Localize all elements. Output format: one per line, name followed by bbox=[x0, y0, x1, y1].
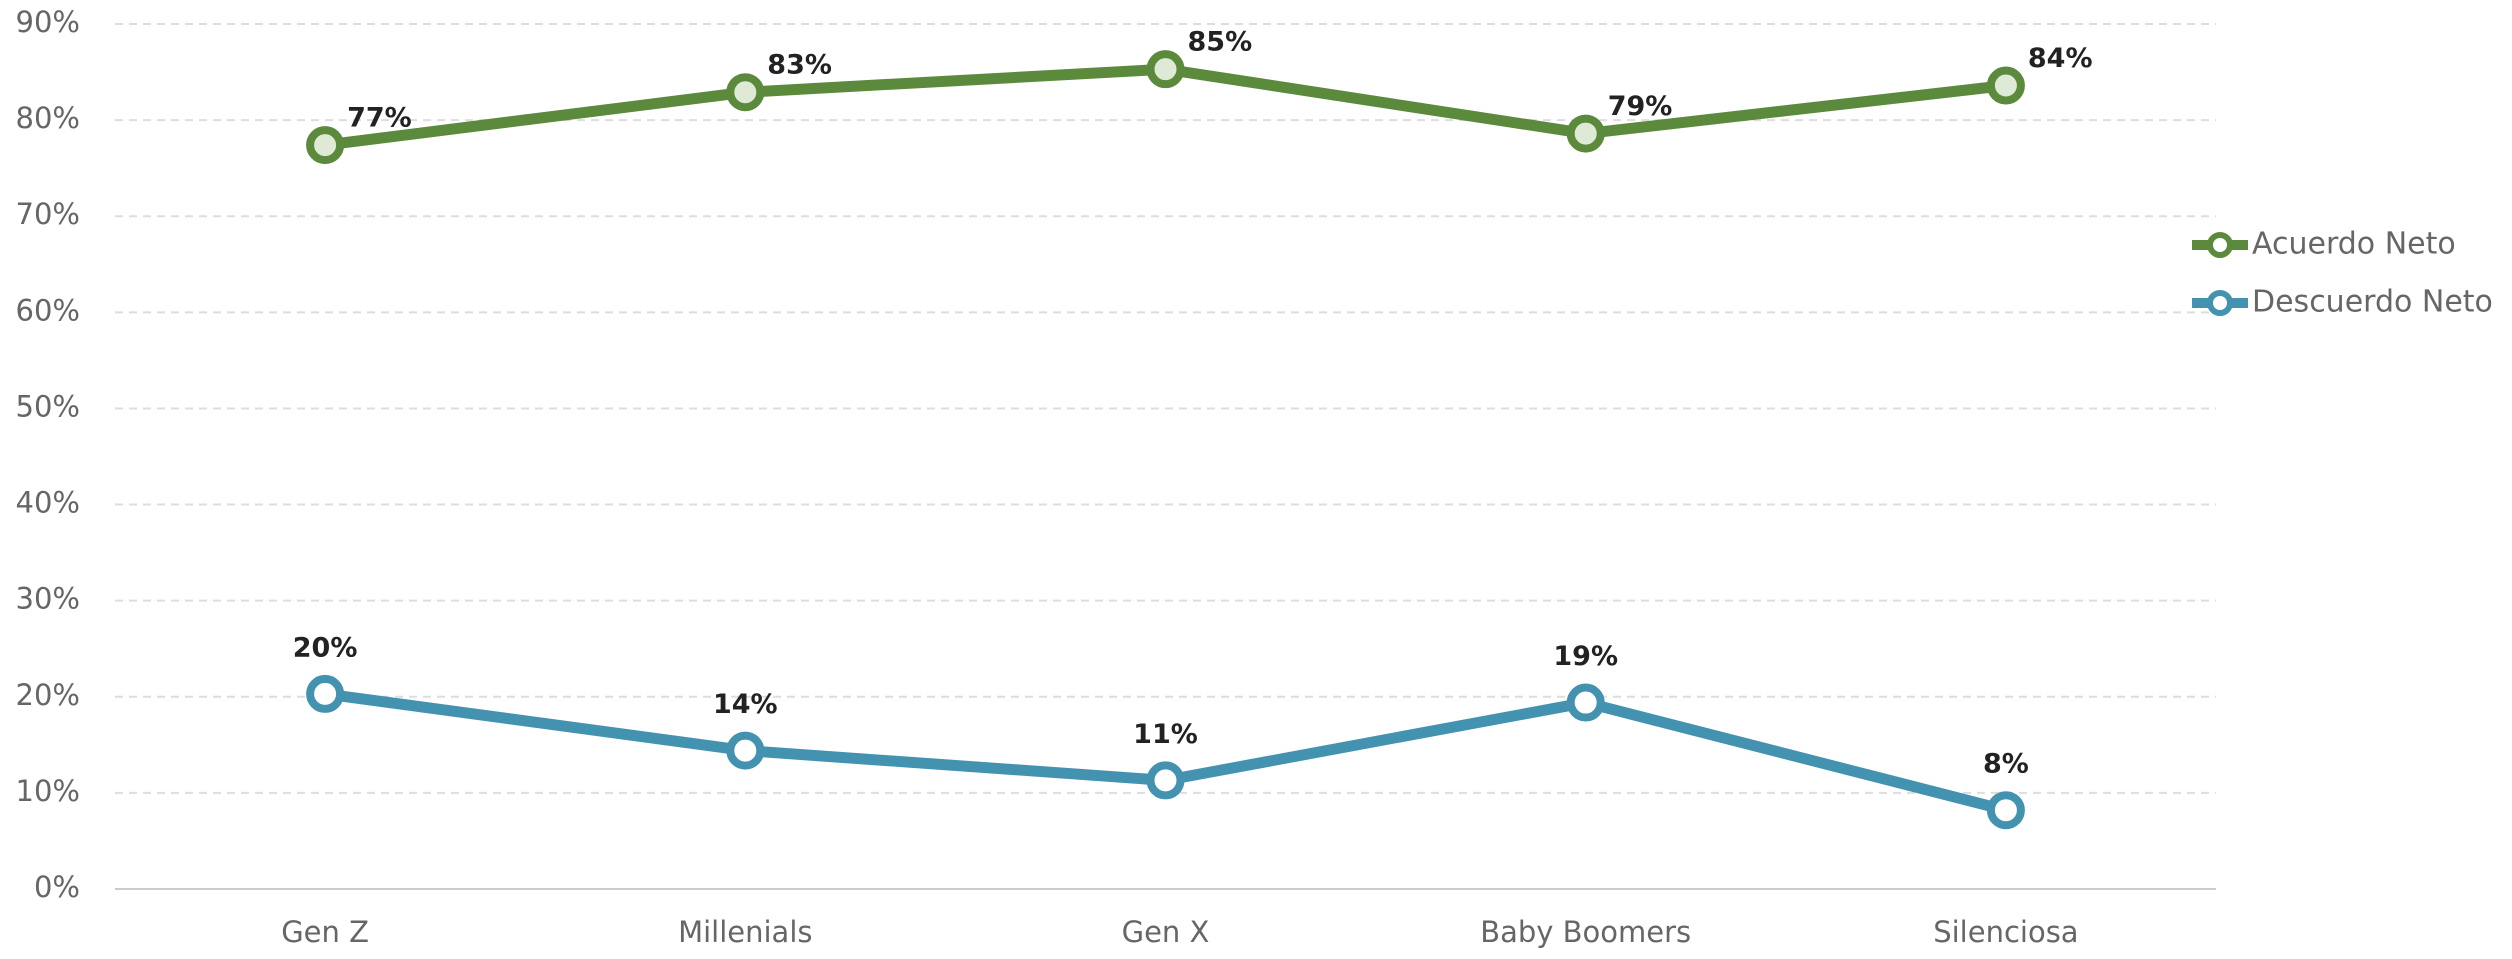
data-label: 83% bbox=[767, 50, 832, 81]
marker bbox=[306, 126, 345, 165]
legend-label: Descuerdo Neto bbox=[2252, 285, 2493, 320]
marker bbox=[1146, 50, 1185, 89]
x-tick-label: Millenials bbox=[678, 915, 812, 949]
data-label: 85% bbox=[1188, 27, 1253, 58]
y-tick-label: 90% bbox=[16, 5, 80, 39]
data-label: 19% bbox=[1553, 641, 1618, 672]
y-tick-label: 20% bbox=[16, 678, 80, 712]
data-label: 77% bbox=[347, 103, 412, 134]
data-label: 8% bbox=[1983, 749, 2029, 780]
marker bbox=[1986, 791, 2025, 830]
y-tick-label: 30% bbox=[16, 582, 80, 616]
y-tick-label: 60% bbox=[16, 293, 80, 327]
marker bbox=[1986, 66, 2025, 105]
data-label: 79% bbox=[1608, 91, 1673, 122]
data-label: 84% bbox=[2028, 43, 2093, 74]
x-tick-label: Gen X bbox=[1122, 915, 1210, 949]
data-label: 14% bbox=[713, 689, 778, 720]
marker bbox=[1566, 683, 1605, 722]
legend-label: Acuerdo Neto bbox=[2252, 227, 2456, 262]
marker bbox=[306, 674, 345, 713]
x-tick-label: Silenciosa bbox=[1933, 915, 2078, 949]
x-tick-label: Gen Z bbox=[281, 915, 369, 949]
marker bbox=[1146, 761, 1185, 800]
y-tick-label: 0% bbox=[34, 870, 80, 904]
marker bbox=[726, 73, 765, 112]
marker bbox=[726, 731, 765, 770]
data-label: 20% bbox=[293, 632, 358, 663]
y-tick-label: 70% bbox=[16, 197, 80, 231]
legend-marker bbox=[2207, 232, 2233, 258]
y-tick-label: 80% bbox=[16, 101, 80, 135]
legend-marker bbox=[2207, 290, 2233, 316]
marker bbox=[1566, 114, 1605, 153]
y-tick-label: 40% bbox=[16, 486, 80, 520]
x-tick-label: Baby Boomers bbox=[1480, 915, 1691, 949]
y-tick-label: 50% bbox=[16, 389, 80, 423]
data-label: 11% bbox=[1133, 719, 1198, 750]
y-tick-label: 10% bbox=[16, 774, 80, 808]
